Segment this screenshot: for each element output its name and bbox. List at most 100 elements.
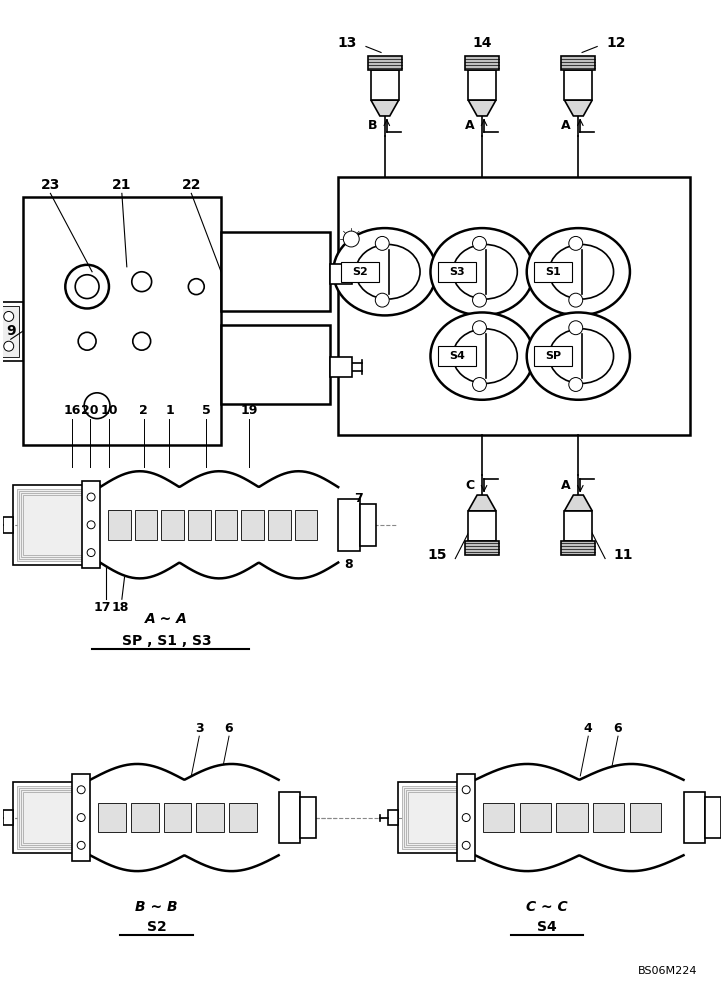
Bar — [534, 346, 572, 366]
Bar — [295, 510, 317, 540]
Circle shape — [132, 272, 151, 292]
Bar — [108, 510, 130, 540]
Text: 21: 21 — [112, 178, 132, 192]
Text: 13: 13 — [337, 36, 357, 50]
Text: 6: 6 — [224, 722, 233, 735]
Bar — [683, 792, 705, 843]
Text: 8: 8 — [344, 558, 353, 571]
Bar — [405, 790, 467, 845]
Text: C ~ C: C ~ C — [526, 900, 568, 914]
Bar — [388, 810, 397, 825]
Polygon shape — [468, 495, 496, 511]
Bar — [161, 510, 184, 540]
Bar — [188, 510, 211, 540]
Bar — [214, 510, 237, 540]
Text: 19: 19 — [240, 404, 258, 417]
Ellipse shape — [527, 228, 630, 315]
Text: 20: 20 — [81, 404, 99, 417]
Bar — [593, 803, 624, 832]
Bar — [21, 493, 92, 557]
Bar — [468, 70, 496, 100]
Circle shape — [78, 332, 96, 350]
Circle shape — [77, 814, 85, 822]
Circle shape — [569, 236, 583, 250]
Bar — [241, 510, 264, 540]
Circle shape — [87, 493, 95, 501]
Circle shape — [4, 341, 14, 351]
Bar — [404, 788, 469, 847]
Ellipse shape — [333, 228, 437, 315]
Bar — [330, 264, 352, 284]
Bar — [196, 803, 224, 832]
Bar — [3, 810, 13, 825]
Bar — [705, 797, 721, 838]
Circle shape — [375, 293, 390, 307]
Bar — [131, 803, 159, 832]
Text: A: A — [561, 119, 571, 132]
Text: 11: 11 — [613, 548, 633, 562]
Bar — [72, 774, 90, 861]
Bar — [371, 70, 399, 100]
Text: 2: 2 — [139, 404, 148, 417]
Ellipse shape — [431, 312, 534, 400]
Circle shape — [375, 236, 390, 250]
Text: A: A — [465, 119, 474, 132]
Bar — [565, 511, 592, 541]
Bar — [534, 262, 572, 282]
Text: S1: S1 — [545, 267, 561, 277]
Text: A ~ A: A ~ A — [145, 612, 188, 626]
Circle shape — [75, 275, 99, 299]
Ellipse shape — [452, 329, 518, 383]
Circle shape — [188, 279, 204, 295]
Bar — [360, 504, 376, 546]
Circle shape — [473, 321, 487, 335]
Bar — [565, 70, 592, 100]
Bar — [402, 786, 471, 849]
Bar — [19, 788, 84, 847]
Circle shape — [462, 786, 470, 794]
Bar — [468, 511, 496, 541]
Circle shape — [569, 378, 583, 391]
Text: 4: 4 — [584, 722, 593, 735]
Polygon shape — [371, 100, 399, 116]
Ellipse shape — [452, 244, 518, 299]
Bar — [164, 803, 191, 832]
Circle shape — [343, 231, 359, 247]
Text: 9: 9 — [6, 324, 15, 338]
Ellipse shape — [549, 244, 613, 299]
Ellipse shape — [549, 329, 613, 383]
Ellipse shape — [355, 244, 420, 299]
Bar — [19, 491, 94, 559]
Text: 18: 18 — [111, 601, 129, 614]
Text: S4: S4 — [536, 920, 557, 934]
Bar — [17, 489, 96, 561]
Bar — [221, 325, 330, 404]
Bar — [338, 499, 360, 551]
Ellipse shape — [431, 228, 534, 315]
Text: B ~ B: B ~ B — [135, 900, 178, 914]
Circle shape — [87, 549, 95, 557]
Bar — [13, 485, 100, 565]
Bar — [368, 56, 402, 70]
Bar — [21, 790, 82, 845]
Text: S4: S4 — [449, 351, 465, 361]
Bar — [466, 541, 499, 555]
Bar — [483, 803, 514, 832]
Bar — [300, 797, 316, 838]
Text: 16: 16 — [64, 404, 81, 417]
Text: A: A — [561, 479, 571, 492]
Text: 10: 10 — [100, 404, 118, 417]
Text: 22: 22 — [182, 178, 201, 192]
Bar — [3, 517, 13, 533]
Text: SP: SP — [545, 351, 561, 361]
Text: 14: 14 — [472, 36, 492, 50]
Bar — [98, 803, 126, 832]
Bar — [557, 803, 588, 832]
Circle shape — [473, 236, 487, 250]
Bar — [0, 302, 22, 361]
Text: S3: S3 — [450, 267, 465, 277]
Text: 12: 12 — [606, 36, 626, 50]
Bar — [0, 306, 19, 357]
Bar — [466, 56, 499, 70]
Bar — [268, 510, 290, 540]
